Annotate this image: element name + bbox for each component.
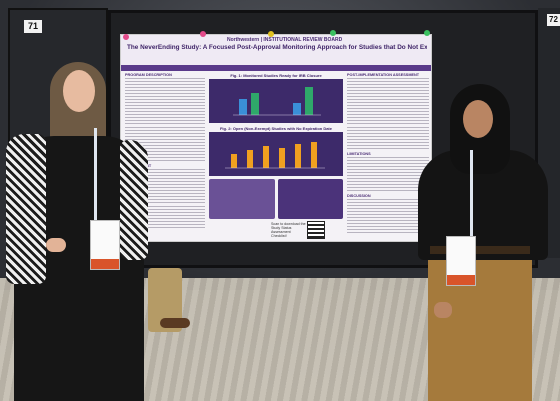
qr-caption: Scan to download the Study Status Assess… xyxy=(271,222,306,238)
qr-code-icon xyxy=(307,221,325,239)
figure-1 xyxy=(209,79,343,123)
push-pin-icon xyxy=(268,31,274,37)
name-badge xyxy=(90,220,120,270)
fig1-bar xyxy=(293,103,301,115)
body-text xyxy=(347,78,429,124)
section-heading: POST-IMPLEMENTATION ASSESSMENT xyxy=(347,73,420,77)
figure-1-title: Fig. 1: Monitored Studies Ready for IRB … xyxy=(230,73,322,78)
lanyard xyxy=(470,150,473,238)
callout-box xyxy=(209,179,275,219)
body-text xyxy=(347,199,429,233)
face xyxy=(63,70,95,112)
lanyard xyxy=(94,128,97,222)
fig2-bar xyxy=(311,142,317,168)
poster-title: The NeverEnding Study: A Focused Post-Ap… xyxy=(127,44,427,51)
houndstooth-jacket xyxy=(120,140,148,260)
fig2-bar xyxy=(247,150,253,168)
push-pin-icon xyxy=(200,31,206,37)
callout-row xyxy=(209,179,343,219)
fig2-bar xyxy=(279,148,285,168)
section-heading: DISCUSSION xyxy=(347,194,371,198)
background-person-shoe xyxy=(160,318,190,328)
figure-2-bars xyxy=(225,142,325,169)
fig2-bar xyxy=(295,144,301,168)
poster-accent-strip xyxy=(121,65,431,71)
fig1-bar xyxy=(251,93,259,115)
belt xyxy=(430,246,530,254)
trousers xyxy=(428,250,532,401)
push-pin-icon xyxy=(123,34,129,40)
body-text xyxy=(347,127,429,149)
fig1-bar xyxy=(305,87,313,115)
section-heading: PROGRAM DESCRIPTION xyxy=(125,73,172,77)
board-number-label: 71 xyxy=(24,20,42,33)
board-number-label-right: 72 xyxy=(547,14,560,26)
figure-2 xyxy=(209,132,343,176)
fig1-bar xyxy=(239,99,247,115)
poster-column-right: POST-IMPLEMENTATION ASSESSMENT LIMITATIO… xyxy=(347,73,429,239)
section-heading: LIMITATIONS xyxy=(347,152,371,156)
figure-1-bars xyxy=(233,87,321,116)
figure-2-title: Fig. 2: Open (Non-Exempt) Studies with N… xyxy=(219,126,332,131)
institution-logo: Northwestern | INSTITUTIONAL REVIEW BOAR… xyxy=(227,37,343,43)
fig2-bar xyxy=(263,146,269,168)
push-pin-icon xyxy=(330,30,336,36)
houndstooth-jacket xyxy=(6,134,46,284)
push-pin-icon xyxy=(424,30,430,36)
poster-header xyxy=(121,35,431,65)
face xyxy=(463,100,493,138)
hand xyxy=(434,302,452,318)
fig2-bar xyxy=(231,154,237,168)
body-text xyxy=(125,78,205,124)
callout-box xyxy=(277,179,343,219)
research-poster: Northwestern | INSTITUTIONAL REVIEW BOAR… xyxy=(120,34,432,242)
name-badge xyxy=(446,236,476,286)
poster-column-middle: Fig. 1: Monitored Studies Ready for IRB … xyxy=(209,73,343,239)
hand xyxy=(46,238,66,252)
body-text xyxy=(347,157,429,191)
